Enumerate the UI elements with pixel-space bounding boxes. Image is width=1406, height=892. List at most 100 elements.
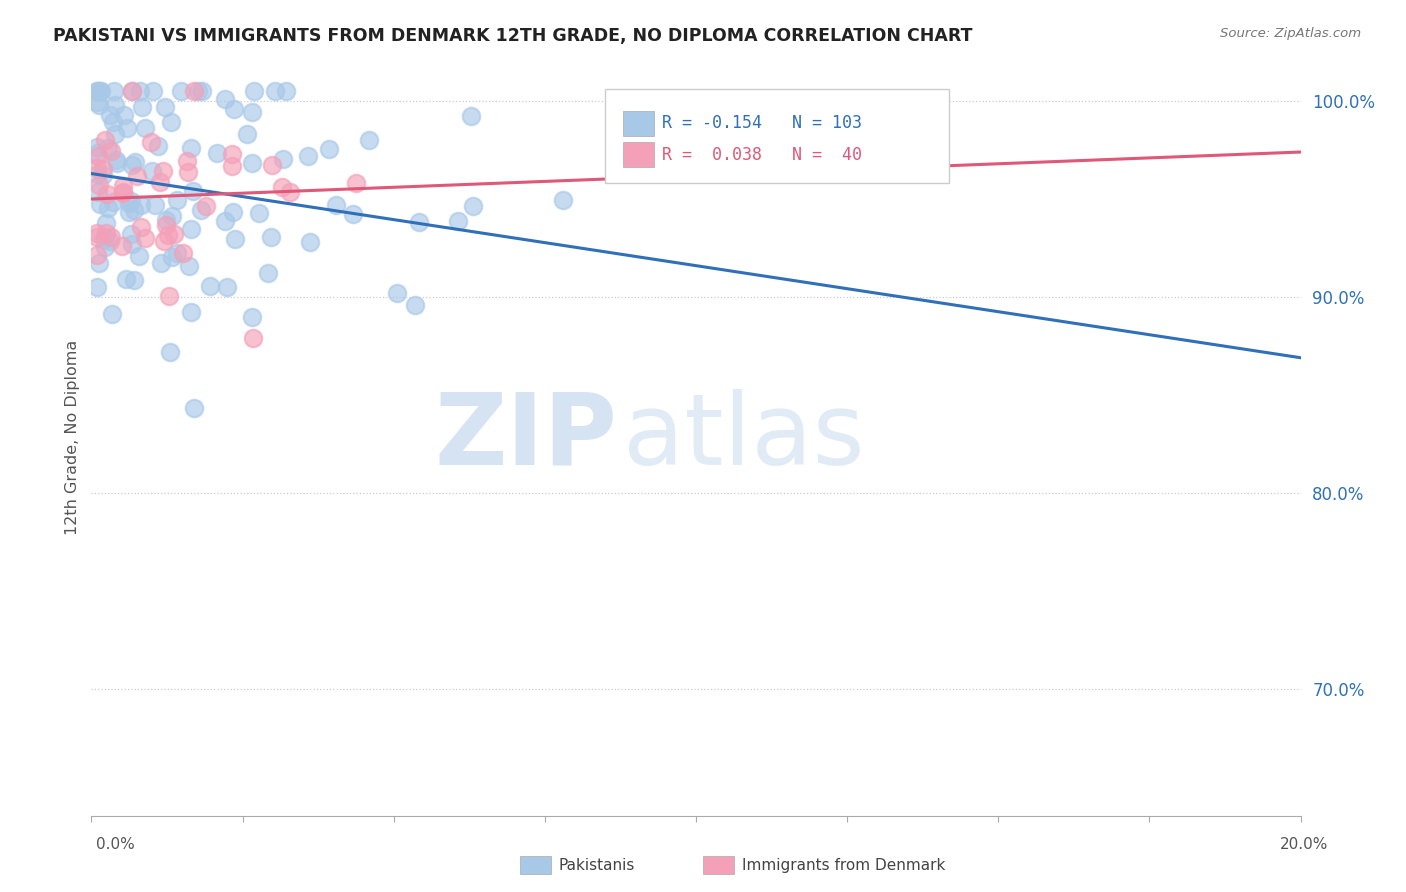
Point bbox=[134, 231, 156, 245]
Point bbox=[97, 201, 120, 215]
Point bbox=[104, 98, 127, 112]
Point bbox=[195, 199, 218, 213]
Point bbox=[100, 307, 122, 321]
Point bbox=[242, 331, 264, 345]
Text: Source: ZipAtlas.com: Source: ZipAtlas.com bbox=[1220, 27, 1361, 40]
Point bbox=[187, 84, 209, 98]
Point bbox=[121, 236, 143, 251]
Point bbox=[142, 84, 165, 98]
Text: atlas: atlas bbox=[623, 389, 865, 485]
Point bbox=[159, 345, 181, 359]
Text: 20.0%: 20.0% bbox=[1281, 838, 1329, 852]
Point bbox=[270, 179, 292, 194]
Point bbox=[262, 158, 284, 172]
Point bbox=[149, 256, 172, 270]
Point bbox=[278, 185, 301, 199]
Point bbox=[551, 193, 574, 207]
Point bbox=[86, 84, 108, 98]
Point bbox=[128, 249, 150, 263]
Point bbox=[155, 212, 177, 227]
Point bbox=[121, 158, 143, 172]
Point bbox=[96, 187, 118, 202]
Point bbox=[221, 159, 243, 173]
Point bbox=[224, 232, 246, 246]
Point bbox=[86, 161, 108, 175]
Point bbox=[155, 100, 177, 114]
Point bbox=[120, 227, 142, 241]
Point bbox=[131, 100, 153, 114]
Point bbox=[86, 248, 108, 262]
Point bbox=[222, 205, 245, 219]
Point bbox=[112, 186, 135, 200]
Point bbox=[180, 140, 202, 154]
Point bbox=[86, 139, 108, 153]
Point bbox=[93, 232, 115, 246]
Point bbox=[129, 219, 152, 234]
Point bbox=[299, 235, 322, 249]
Point bbox=[121, 84, 143, 98]
Point bbox=[160, 250, 183, 264]
Point bbox=[112, 108, 135, 122]
Point bbox=[118, 196, 141, 211]
Point bbox=[160, 115, 183, 129]
Point bbox=[86, 167, 108, 181]
Point bbox=[87, 149, 110, 163]
Point bbox=[91, 161, 114, 176]
Point bbox=[89, 197, 111, 211]
Point bbox=[247, 205, 270, 219]
Point bbox=[180, 304, 202, 318]
Point bbox=[385, 285, 408, 300]
Point bbox=[98, 108, 121, 122]
Point bbox=[112, 178, 135, 193]
Point bbox=[183, 401, 205, 415]
Point bbox=[94, 133, 117, 147]
Point bbox=[242, 105, 264, 120]
Point bbox=[217, 280, 239, 294]
Point bbox=[190, 202, 212, 217]
Point bbox=[240, 310, 263, 324]
Text: ZIP: ZIP bbox=[434, 389, 617, 485]
Point bbox=[181, 184, 204, 198]
Point bbox=[325, 197, 347, 211]
Point bbox=[318, 142, 340, 156]
Point bbox=[264, 84, 287, 98]
Point bbox=[242, 84, 264, 98]
Point bbox=[129, 198, 152, 212]
Point bbox=[166, 193, 188, 207]
Point bbox=[141, 135, 163, 149]
Point bbox=[128, 84, 150, 98]
Point bbox=[146, 139, 169, 153]
Point bbox=[86, 84, 108, 98]
Point bbox=[177, 165, 200, 179]
Point bbox=[221, 147, 243, 161]
Point bbox=[236, 127, 259, 141]
Point bbox=[105, 156, 128, 170]
Point bbox=[183, 84, 205, 98]
Point bbox=[157, 289, 180, 303]
Point bbox=[86, 226, 108, 240]
Point bbox=[260, 229, 283, 244]
Point bbox=[94, 216, 117, 230]
Point bbox=[198, 279, 221, 293]
Point bbox=[214, 92, 236, 106]
Point bbox=[172, 245, 194, 260]
Point bbox=[86, 95, 108, 110]
Text: PAKISTANI VS IMMIGRANTS FROM DENMARK 12TH GRADE, NO DIPLOMA CORRELATION CHART: PAKISTANI VS IMMIGRANTS FROM DENMARK 12T… bbox=[53, 27, 973, 45]
Point bbox=[163, 227, 186, 242]
Point bbox=[274, 84, 297, 98]
Point bbox=[222, 102, 245, 116]
Point bbox=[87, 98, 110, 112]
Point bbox=[166, 245, 188, 260]
Text: R = -0.154   N = 103: R = -0.154 N = 103 bbox=[662, 114, 862, 132]
Y-axis label: 12th Grade, No Diploma: 12th Grade, No Diploma bbox=[65, 340, 80, 534]
Point bbox=[96, 227, 118, 241]
Point bbox=[143, 197, 166, 211]
Point bbox=[124, 154, 146, 169]
Point bbox=[240, 156, 263, 170]
Point bbox=[273, 152, 295, 166]
Point bbox=[153, 234, 176, 248]
Text: Immigrants from Denmark: Immigrants from Denmark bbox=[742, 858, 946, 872]
Point bbox=[86, 280, 108, 294]
Point bbox=[100, 144, 122, 158]
Point bbox=[87, 185, 110, 199]
